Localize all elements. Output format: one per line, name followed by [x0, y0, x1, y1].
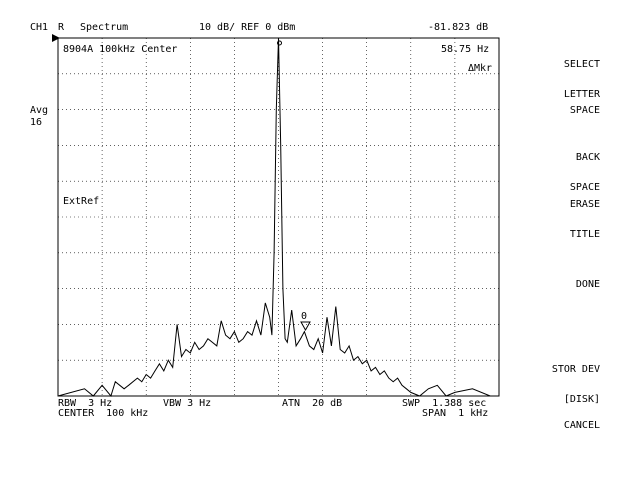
atn-label: ATN 20 dB — [282, 398, 343, 409]
graticule-grid — [58, 38, 499, 396]
softkey-label-line1: SELECT — [563, 59, 600, 70]
center-peak-marker — [277, 40, 282, 46]
softkey-done[interactable]: DONE — [505, 260, 600, 300]
avg-label: Avg — [30, 105, 49, 116]
ref-level-arrow — [52, 34, 60, 42]
softkey-stor-dev[interactable]: STOR DEV [DISK] — [505, 345, 600, 415]
softkey-label-line2: [DISK] — [563, 394, 600, 405]
softkey-label-line1: DONE — [575, 279, 600, 290]
scale-label: 10 dB/ REF 0 dBm — [199, 22, 296, 33]
softkey-space[interactable]: SPACE — [505, 86, 600, 126]
softkey-label-line1: STOR DEV — [551, 364, 600, 375]
softkey-label-line1: SPACE — [569, 105, 600, 116]
softkey-select-letter[interactable]: SELECT LETTER — [505, 40, 600, 110]
ext-ref-label: ExtRef — [63, 196, 100, 207]
spectrum-trace — [57, 37, 499, 398]
softkey-label-line2: LETTER — [563, 89, 600, 100]
span-label: SPAN 1 kHz — [422, 408, 489, 419]
input-label: R — [58, 22, 65, 33]
softkey-back-space[interactable]: BACK SPACE — [505, 133, 600, 203]
marker-frequency: 58.75 Hz — [441, 44, 490, 55]
avg-count: 16 — [30, 117, 43, 128]
reference-marker-dot — [277, 40, 282, 46]
marker-number: 0 — [301, 311, 308, 322]
marker-readout: -81.823 dB — [428, 22, 489, 33]
softkey-erase-title[interactable]: ERASE TITLE — [505, 180, 600, 250]
softkey-label-line1: ERASE — [569, 199, 600, 210]
vbw-label: VBW 3 Hz — [163, 398, 212, 409]
softkey-label-line1: CANCEL — [563, 420, 600, 431]
swp-label: SWP 1.388 sec — [402, 398, 487, 409]
softkey-label-line2: TITLE — [569, 229, 600, 240]
softkey-label-line1: BACK — [575, 152, 600, 163]
graticule-title: 8904A 100kHz Center — [63, 44, 178, 55]
marker-triangle — [300, 321, 311, 332]
delta-marker — [300, 321, 311, 332]
softkey-label-line2: SPACE — [569, 182, 600, 193]
softkey-cancel[interactable]: CANCEL — [505, 401, 600, 441]
rbw-label: RBW 3 Hz — [58, 398, 113, 409]
marker-mode-label: ΔMkr — [468, 63, 493, 74]
center-frequency: CENTER 100 kHz — [58, 408, 149, 419]
channel-label: CH1 — [30, 22, 49, 33]
mode-label: Spectrum — [80, 22, 129, 33]
